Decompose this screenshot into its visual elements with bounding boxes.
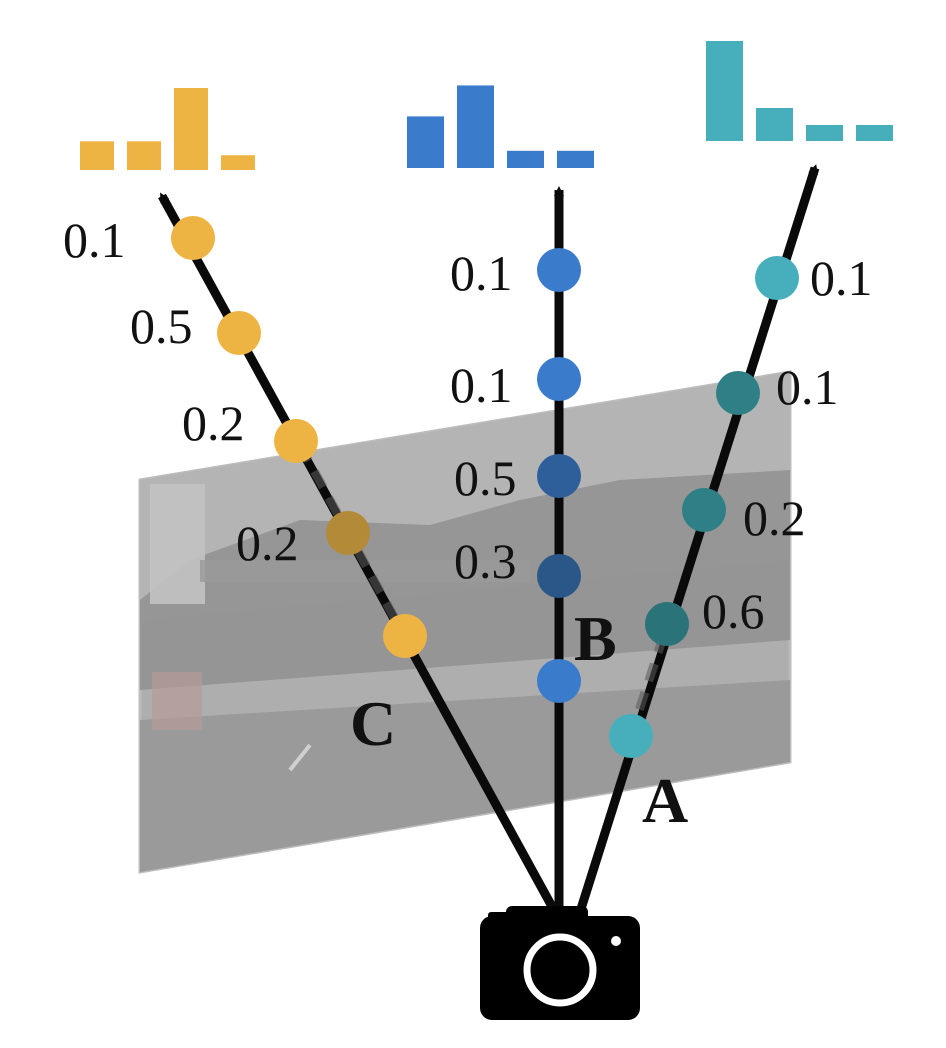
weight-labels: 0.1 0.5 0.2 0.2 0.1 0.1 0.5 0.3 0.1 0.1 … — [63, 212, 873, 639]
sample-point-b-4 — [537, 554, 581, 598]
street-photo-sign — [152, 672, 202, 730]
sample-point-a-1 — [755, 256, 799, 300]
weight-label-c-4: 0.2 — [236, 515, 299, 571]
histogram-a — [706, 41, 893, 141]
sample-point-a-3 — [682, 488, 726, 532]
sample-point-c-2 — [217, 311, 261, 355]
point-label-b: B — [574, 603, 617, 674]
image-plane — [138, 370, 792, 874]
ray-c-hidden-segment — [296, 442, 409, 640]
weight-label-a-2: 0.1 — [776, 359, 839, 415]
sample-point-c-surface — [383, 614, 427, 658]
camera-icon — [480, 906, 640, 1020]
point-label-c: C — [350, 688, 396, 759]
weight-label-b-4: 0.3 — [454, 533, 517, 589]
sample-point-a-4 — [645, 602, 689, 646]
camera-shutter — [488, 912, 510, 922]
sample-point-c-1 — [171, 216, 215, 260]
histogram-b-bar-2 — [457, 85, 494, 168]
histogram-a-bar-1 — [706, 41, 743, 141]
sample-point-b-1 — [537, 248, 581, 292]
histogram-b-bar-1 — [407, 116, 444, 168]
weight-label-c-2: 0.5 — [130, 298, 193, 354]
histogram-b-bar-4 — [557, 150, 594, 168]
histogram-c-bar-2 — [127, 141, 161, 170]
histogram-c-bar-3 — [174, 88, 208, 170]
camera-flash — [611, 936, 621, 946]
sample-point-c-3 — [274, 419, 318, 463]
camera-lens — [538, 948, 582, 992]
histogram-b-bar-3 — [507, 150, 544, 168]
weight-label-b-3: 0.5 — [454, 450, 517, 506]
sample-point-c-4 — [326, 511, 370, 555]
sample-point-a-2 — [716, 371, 760, 415]
histogram-c — [80, 88, 255, 170]
weight-label-a-4: 0.6 — [702, 583, 765, 639]
point-label-a: A — [642, 765, 688, 836]
weight-label-c-1: 0.1 — [63, 212, 126, 268]
histogram-c-bar-1 — [80, 141, 114, 170]
histogram-b — [407, 85, 594, 168]
sample-point-b-surface — [537, 659, 581, 703]
weight-label-b-1: 0.1 — [450, 245, 513, 301]
histogram-a-bar-3 — [806, 125, 843, 141]
sample-point-a-surface — [609, 714, 653, 758]
histogram-c-bar-4 — [221, 155, 255, 170]
street-photo-lane-mark — [288, 743, 312, 772]
weight-label-a-3: 0.2 — [743, 490, 806, 546]
weight-label-b-2: 0.1 — [450, 357, 513, 413]
sample-point-b-2 — [537, 357, 581, 401]
weight-label-a-1: 0.1 — [810, 250, 873, 306]
sample-point-b-3 — [537, 454, 581, 498]
street-photo-building — [150, 484, 205, 604]
histogram-a-bar-2 — [756, 108, 793, 141]
sample-points — [171, 216, 799, 758]
histogram-a-bar-4 — [856, 125, 893, 141]
weight-label-c-3: 0.2 — [182, 395, 245, 451]
point-labels: C B A — [350, 603, 688, 836]
